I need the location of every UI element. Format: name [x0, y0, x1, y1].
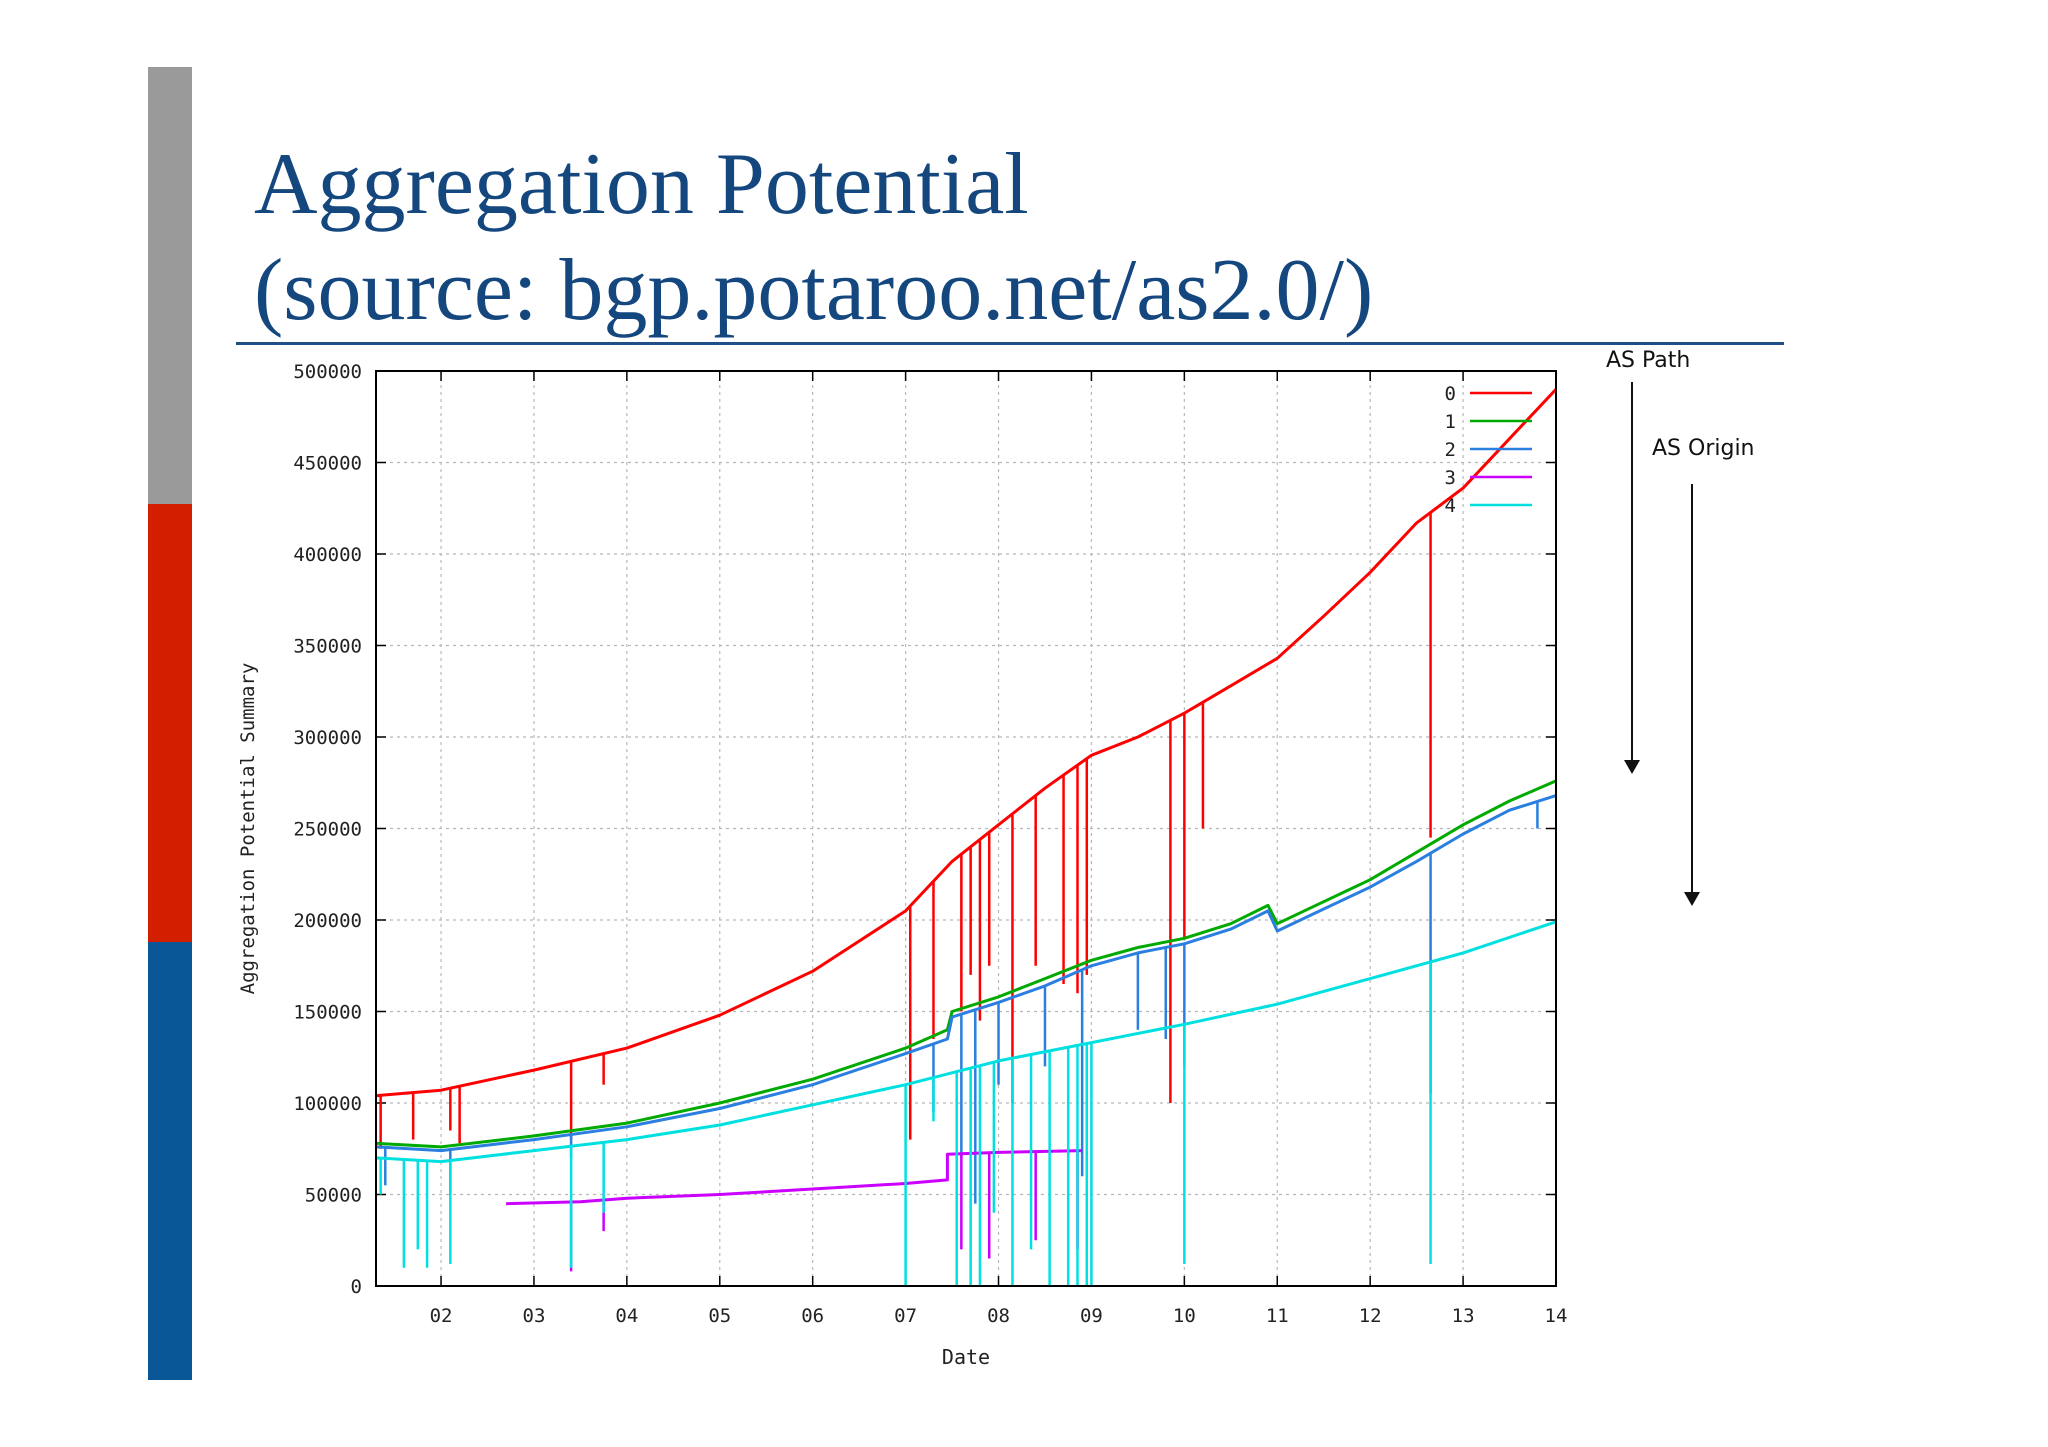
series-0-line [375, 388, 1558, 1098]
series-3-line [506, 1149, 1083, 1206]
plot-frame [375, 370, 1557, 1287]
y-tick-label: 500000 [293, 361, 362, 383]
x-tick-label: 09 [1080, 1305, 1103, 1327]
y-tick-label: 350000 [293, 636, 362, 658]
series-4-line [375, 920, 1557, 1164]
title-underline [236, 342, 1784, 345]
x-tick-label: 06 [801, 1305, 824, 1327]
legend-label: 1 [1445, 411, 1456, 433]
accent-bar-gray [148, 67, 192, 504]
x-tick-label: 02 [430, 1305, 453, 1327]
legend-label: 0 [1445, 383, 1456, 405]
slide-title-line2: (source: bgp.potaroo.net/as2.0/) [254, 242, 1374, 339]
y-tick-label: 0 [351, 1276, 362, 1298]
slide-title: Aggregation Potential (source: bgp.potar… [254, 132, 1373, 344]
accent-bar-red [148, 504, 192, 942]
x-tick-label: 08 [987, 1305, 1010, 1327]
y-tick-label: 300000 [293, 727, 362, 749]
accent-bar-blue [148, 942, 192, 1380]
y-tick-label: 400000 [293, 544, 362, 566]
legend-label: 3 [1445, 467, 1456, 489]
x-tick-label: 03 [523, 1305, 546, 1327]
x-tick-label: 12 [1359, 1305, 1382, 1327]
x-tick-label: 04 [615, 1305, 638, 1327]
series-2-line [375, 794, 1557, 1153]
x-tick-label: 11 [1266, 1305, 1289, 1327]
arrow-down-icon [1684, 484, 1700, 906]
y-tick-label: 100000 [293, 1093, 362, 1115]
x-axis-label: Date [942, 1345, 990, 1369]
annotation-as-path: AS Path [1606, 348, 1691, 373]
y-tick-label: 250000 [293, 819, 362, 841]
series-1-line [375, 779, 1557, 1149]
x-tick-label: 05 [708, 1305, 731, 1327]
slide-title-line1: Aggregation Potential [254, 136, 1029, 233]
y-tick-label: 50000 [305, 1185, 362, 1207]
x-tick-label: 10 [1173, 1305, 1196, 1327]
x-tick-label: 07 [894, 1305, 917, 1327]
y-tick-label: 450000 [293, 453, 362, 475]
arrow-down-icon [1624, 382, 1640, 774]
y-tick-label: 200000 [293, 910, 362, 932]
legend-label: 4 [1445, 495, 1456, 517]
annotation-as-origin: AS Origin [1652, 436, 1755, 461]
legend-label: 2 [1445, 439, 1456, 461]
x-tick-label: 14 [1545, 1305, 1568, 1327]
y-axis-label: Aggregation Potential Summary [237, 663, 259, 995]
x-tick-label: 13 [1452, 1305, 1475, 1327]
y-tick-label: 150000 [293, 1002, 362, 1024]
